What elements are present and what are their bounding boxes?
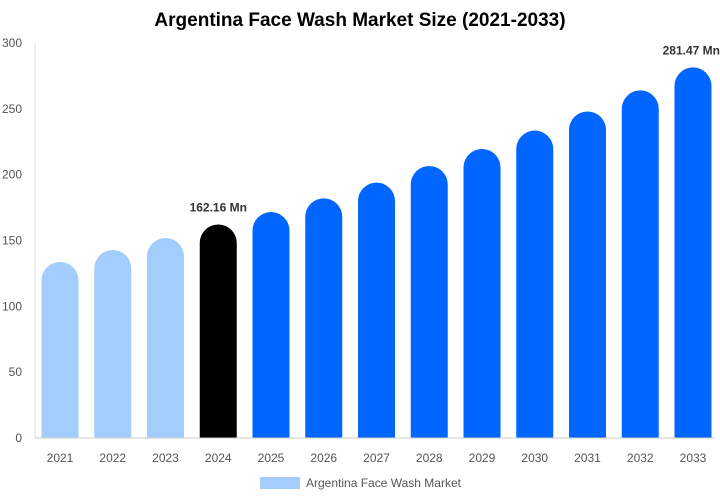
bar-2024[interactable] [199,224,237,438]
bar-2029[interactable] [463,148,501,438]
bar-2030[interactable] [516,130,554,438]
x-tick-label: 2024 [205,451,232,465]
bar-2022[interactable] [94,249,132,438]
x-tick-label: 2030 [521,451,548,465]
legend-swatch [260,477,300,489]
data-label-2024: 162.16 Mn [190,200,247,214]
bar-2031[interactable] [569,111,606,438]
y-tick-label: 300 [2,36,22,50]
x-tick-label: 2029 [469,451,496,465]
bar-2023[interactable] [147,238,184,438]
y-axis: 0 50 100 150 200 250 300 [2,36,36,445]
x-axis: 2021 2022 2023 2024 2025 2026 2027 2028 2029 2030… [35,437,715,465]
x-tick-label: 2027 [363,451,390,465]
bar-2028[interactable] [410,165,448,438]
bar-2033[interactable] [674,67,712,439]
legend-label: Argentina Face Wash Market [306,476,462,490]
y-tick-label: 200 [2,168,22,182]
chart-title: Argentina Face Wash Market Size (2021-20… [154,10,565,31]
bar-2027[interactable] [358,182,395,438]
x-tick-label: 2031 [574,451,601,465]
y-tick-label: 150 [2,234,22,248]
x-tick-label: 2025 [258,451,285,465]
x-tick-label: 2028 [416,451,443,465]
bar-2021[interactable] [41,261,79,438]
data-labels: 162.16 Mn 281.47 Mn [190,43,720,214]
bar-2026[interactable] [305,198,343,438]
x-tick-label: 2033 [680,451,707,465]
y-tick-label: 0 [15,431,22,445]
x-tick-label: 2022 [99,451,126,465]
x-tick-label: 2032 [627,451,654,465]
y-tick-label: 250 [2,102,22,116]
legend[interactable]: Argentina Face Wash Market [260,476,462,490]
x-tick-label: 2026 [310,451,337,465]
bars [41,67,712,439]
data-label-2033: 281.47 Mn [663,43,720,57]
x-tick-label: 2021 [47,451,74,465]
bar-2025[interactable] [252,212,290,438]
y-tick-label: 100 [2,299,22,313]
x-tick-label: 2023 [152,451,179,465]
y-tick-label: 50 [9,365,23,379]
bar-2032[interactable] [621,90,659,439]
